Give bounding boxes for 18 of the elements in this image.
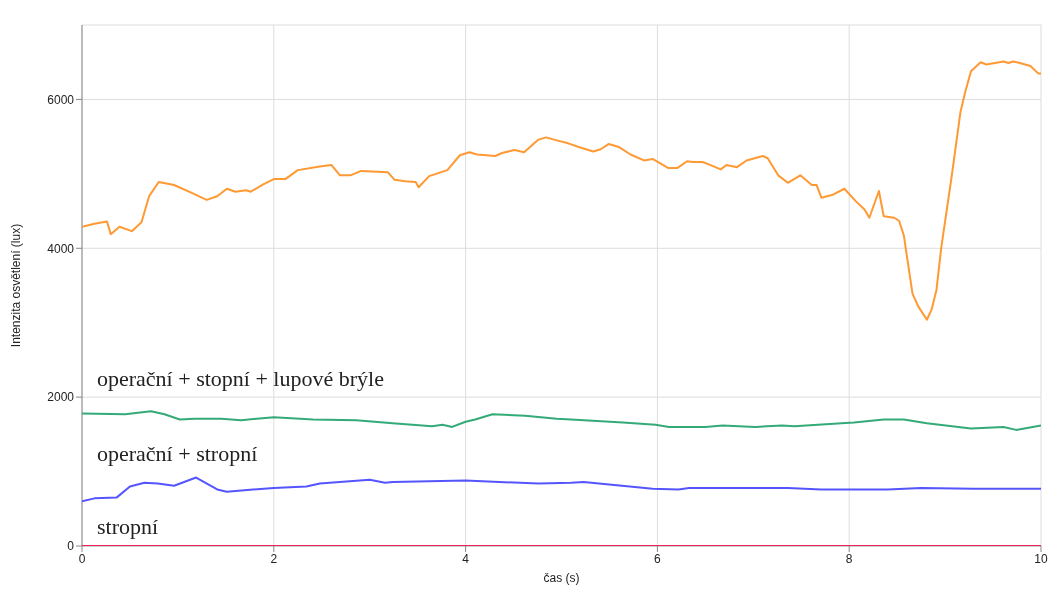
line-series [82, 410, 1041, 431]
y-tick-label: 6000 [47, 92, 75, 107]
series-label: stropní [97, 514, 159, 539]
series-label: operační + stropní [97, 441, 258, 467]
y-tick-label: 4000 [47, 241, 75, 256]
series-label: operační + stopní + lupové brýle [97, 365, 384, 391]
y-axis-title: Intenzita osvětlení (lux) [9, 223, 24, 348]
line-series [82, 60, 1041, 321]
x-tick-label: 4 [462, 551, 470, 566]
x-tick-label: 6 [654, 551, 662, 566]
y-tick-label: 0 [67, 539, 75, 554]
x-tick-label: 2 [270, 551, 278, 566]
x-tick-label: 10 [1034, 551, 1048, 566]
line-series [82, 476, 1041, 503]
y-tick-label: 2000 [47, 390, 75, 405]
x-axis-title: čas (s) [543, 571, 580, 585]
x-tick-label: 8 [845, 551, 853, 566]
x-tick-label: 0 [78, 551, 86, 566]
